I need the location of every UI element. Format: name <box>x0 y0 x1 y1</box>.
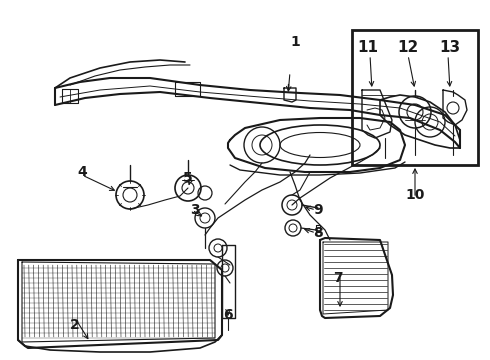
Text: 12: 12 <box>397 40 418 55</box>
Text: 7: 7 <box>333 271 343 285</box>
Text: 5: 5 <box>183 171 193 185</box>
Text: 2: 2 <box>70 318 80 332</box>
Text: 10: 10 <box>405 188 425 202</box>
Text: 6: 6 <box>223 308 233 322</box>
Text: 4: 4 <box>77 165 87 179</box>
Text: 13: 13 <box>440 40 461 55</box>
Text: 3: 3 <box>190 203 200 217</box>
Text: 8: 8 <box>313 226 323 240</box>
Bar <box>352 30 478 165</box>
Text: 1: 1 <box>290 35 300 49</box>
Text: 9: 9 <box>313 203 323 217</box>
Text: 11: 11 <box>358 40 378 55</box>
